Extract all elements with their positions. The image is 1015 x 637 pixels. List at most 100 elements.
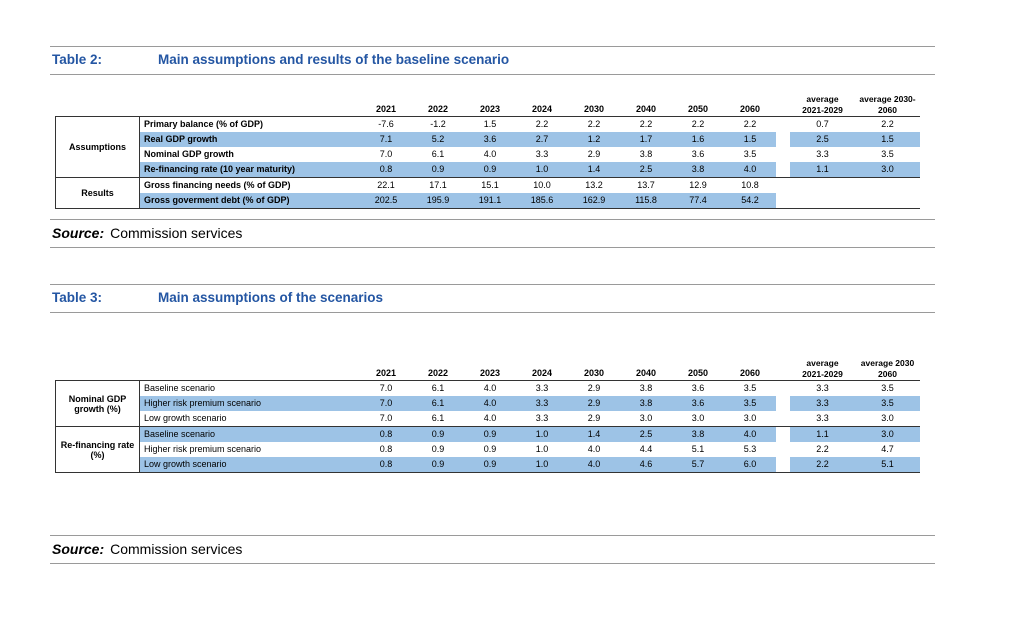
value-cell: 7.0 (379, 413, 393, 423)
row-label: Higher risk premium scenario (144, 444, 262, 454)
average-header-line1: average 2030- (859, 94, 916, 104)
value-cell: 4.0 (464, 396, 516, 411)
value-cell: 162.9 (568, 193, 620, 208)
gap-spacer (776, 427, 790, 442)
group-label-text: Results (81, 188, 114, 198)
value-cell: 1.0 (535, 444, 549, 454)
table3-title-bar: Table 3: Main assumptions of the scenario… (50, 284, 935, 313)
average-cell: 1.5 (855, 132, 920, 147)
average-cell: 3.3 (816, 383, 829, 393)
value-cell: 0.9 (412, 457, 464, 472)
value-cell: 2.2 (535, 119, 549, 129)
value-cell: 195.9 (412, 193, 464, 208)
row-label: Primary balance (% of GDP) (144, 119, 264, 129)
value-cell: 3.5 (724, 396, 776, 411)
average-cell: 3.5 (881, 149, 894, 159)
table-row: Low growth scenario 7.0 6.1 4.0 3.3 2.9 3.0 3.0… (140, 411, 920, 426)
row-label: Gross goverment debt (% of GDP) (140, 193, 360, 208)
value-cell: 1.5 (724, 132, 776, 147)
average-cell: 0.7 (816, 119, 829, 129)
year-header: 2023 (479, 104, 501, 114)
table-body: Assumptions Primary balance (% of GDP) -7.… (55, 117, 920, 209)
row-label: Baseline scenario (144, 383, 216, 393)
average-cell: 3.5 (855, 396, 920, 411)
table-row: Real GDP growth 7.1 5.2 3.6 2.7 1.2 1.7 1.6 1.5 2… (140, 132, 920, 147)
value-cell: 4.0 (587, 444, 601, 454)
value-cell: 3.3 (516, 396, 568, 411)
table3-title: Main assumptions of the scenarios (158, 290, 384, 305)
average-cell (790, 178, 855, 193)
year-header: 2060 (739, 104, 761, 114)
row-group: Assumptions Primary balance (% of GDP) -7.… (55, 117, 920, 177)
value-cell: -7.6 (378, 119, 394, 129)
table-header: 2021 2022 2023 2024 2030 2040 2050 2060 average 2… (55, 87, 920, 117)
average-cell (855, 178, 920, 193)
table2-source-bar: Source: Commission services (50, 219, 935, 248)
year-header: 2021 (375, 368, 397, 378)
value-cell: 0.8 (360, 427, 412, 442)
value-cell: 10.8 (741, 180, 759, 190)
value-cell: 6.1 (431, 413, 445, 423)
average-cell: 3.3 (816, 413, 829, 423)
value-cell: 3.3 (535, 149, 549, 159)
row-group: Results Gross financing needs (% of GDP) 2… (55, 177, 920, 208)
average-header: average 2030- 2060 (855, 94, 920, 116)
gap-spacer (776, 381, 790, 396)
group-label-text: Nominal GDP growth (%) (68, 393, 127, 414)
row-label: Low growth scenario (140, 457, 360, 472)
value-cell: 5.7 (672, 457, 724, 472)
table3-label: Table 3: (52, 290, 103, 305)
average-header-line2: 2060 (878, 105, 897, 115)
average-cell: 4.7 (881, 444, 894, 454)
row-label: Re-financing rate (10 year maturity) (140, 162, 360, 177)
table-row: Baseline scenario 7.0 6.1 4.0 3.3 2.9 3.8 3.6 3.… (140, 381, 920, 396)
value-cell: 1.5 (483, 119, 497, 129)
average-header-line2: 2021-2029 (802, 105, 843, 115)
value-cell: 54.2 (724, 193, 776, 208)
gap-spacer (776, 147, 790, 162)
year-header: 2022 (427, 104, 449, 114)
value-cell: 13.2 (585, 180, 603, 190)
year-header: 2050 (687, 368, 709, 378)
value-cell: 3.5 (743, 149, 757, 159)
row-label: Baseline scenario (140, 427, 360, 442)
value-cell: 0.9 (412, 427, 464, 442)
value-cell: 3.6 (691, 383, 705, 393)
year-header: 2023 (479, 368, 501, 378)
average-cell: 3.3 (790, 396, 855, 411)
value-cell: 1.6 (672, 132, 724, 147)
group-label: Nominal GDP growth (%) (55, 381, 140, 426)
group-label: Results (55, 178, 140, 208)
value-cell: 191.1 (464, 193, 516, 208)
year-header: 2040 (635, 104, 657, 114)
row-label: Real GDP growth (140, 132, 360, 147)
value-cell: 2.9 (568, 396, 620, 411)
year-header: 2030 (583, 368, 605, 378)
year-header: 2030 (583, 104, 605, 114)
average-cell: 2.5 (790, 132, 855, 147)
value-cell: 5.1 (691, 444, 705, 454)
gap-spacer (776, 132, 790, 147)
value-cell: 2.2 (691, 119, 705, 129)
value-cell: 6.1 (431, 149, 445, 159)
row-group: Re-financing rate (%) Baseline scenario 0.… (55, 426, 920, 472)
average-cell: 3.0 (855, 427, 920, 442)
value-cell: 0.9 (464, 162, 516, 177)
average-header-line1: average 2030 (860, 358, 915, 368)
value-cell: 1.2 (568, 132, 620, 147)
average-cell (855, 193, 920, 208)
value-cell: 0.8 (360, 457, 412, 472)
gap-spacer (776, 411, 790, 426)
gap-spacer (776, 193, 790, 208)
row-label: Higher risk premium scenario (140, 396, 360, 411)
value-cell: 3.0 (743, 413, 757, 423)
value-cell: 1.0 (516, 162, 568, 177)
value-cell: 2.9 (587, 383, 601, 393)
value-cell: 7.0 (379, 383, 393, 393)
gap-spacer (776, 117, 790, 132)
table-row: Nominal GDP growth 7.0 6.1 4.0 3.3 2.9 3.8 3.6 3… (140, 147, 920, 162)
document-page: { "table2": { "label": "Table 2:", "titl… (0, 46, 1015, 637)
average-cell: 1.1 (790, 162, 855, 177)
average-header: average 2021-2029 (790, 94, 855, 116)
value-cell: 3.8 (672, 427, 724, 442)
